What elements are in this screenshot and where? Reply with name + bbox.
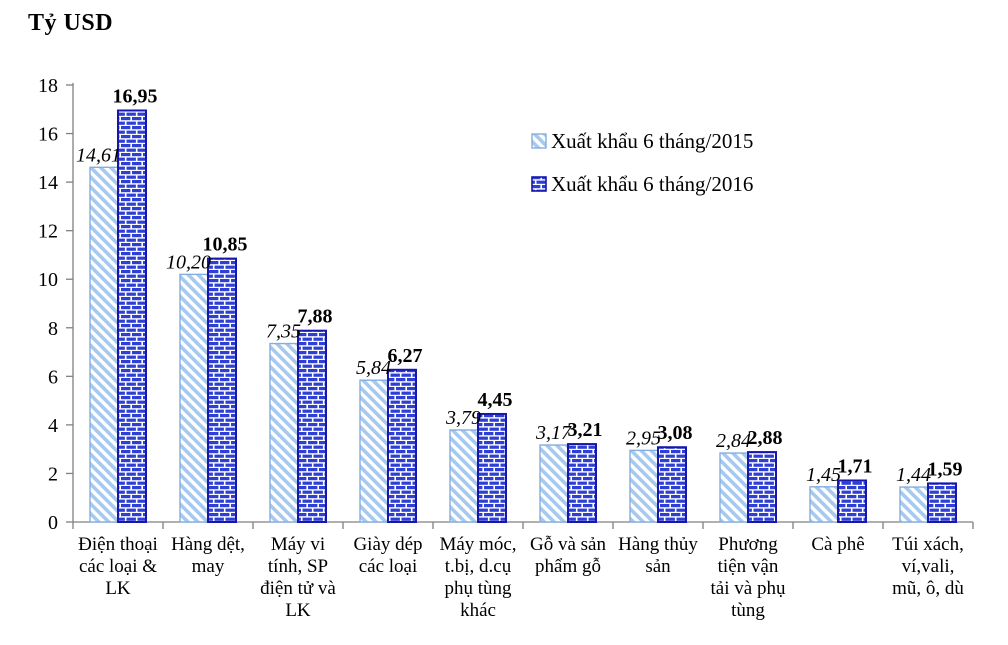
bar-2016-cat8 <box>837 479 867 523</box>
bar-2015-cat3 <box>359 379 389 523</box>
y-tick-label: 16 <box>38 124 58 146</box>
value-label-2015-cat4: 3,79 <box>445 407 481 429</box>
value-label-2016-cat3: 6,27 <box>388 345 423 367</box>
hatch-swatch-icon <box>531 133 547 149</box>
bar-2015-cat7 <box>719 452 749 523</box>
value-label-2015-cat1: 10,20 <box>166 251 211 273</box>
bar-2015-cat1 <box>179 273 209 523</box>
legend-item-2016: Xuất khẩu 6 tháng/2016 <box>531 171 753 197</box>
y-tick-label: 12 <box>38 221 58 243</box>
legend-label-2015: Xuất khẩu 6 tháng/2015 <box>551 129 754 153</box>
value-label-2016-cat7: 2,88 <box>748 427 783 449</box>
value-label-2015-cat6: 2,95 <box>626 427 661 449</box>
y-tick-label: 18 <box>38 75 58 97</box>
bar-2016-cat3 <box>387 368 417 523</box>
category-label-8: Cà phê <box>811 534 865 555</box>
y-tick-label: 4 <box>48 415 58 437</box>
legend-label-2016: Xuất khẩu 6 tháng/2016 <box>551 172 754 196</box>
bar-2016-cat0 <box>117 109 147 523</box>
value-label-2016-cat2: 7,88 <box>298 306 333 328</box>
y-tick-label: 8 <box>48 318 58 340</box>
category-label-6: Hàng thủy sản <box>618 534 698 577</box>
value-label-2015-cat9: 1,44 <box>896 464 931 486</box>
category-label-4: Máy móc, t.bị, d.cụ phụ tùng khác <box>439 534 517 621</box>
bar-2015-cat5 <box>539 444 569 523</box>
category-label-0: Điện thoại các loại & LK <box>78 534 158 599</box>
brick-swatch-icon <box>531 176 547 192</box>
bar-2016-cat7 <box>747 451 777 523</box>
y-tick-label: 10 <box>38 269 58 291</box>
value-label-2015-cat8: 1,45 <box>806 464 841 486</box>
legend: Xuất khẩu 6 tháng/2015 Xuất khẩu 6 tháng… <box>531 128 753 214</box>
category-label-1: Hàng dệt, may <box>171 534 245 577</box>
chart-title: Tỷ USD <box>28 10 114 36</box>
bar-2016-cat9 <box>927 482 957 524</box>
y-tick-label: 14 <box>38 172 58 194</box>
bar-2015-cat0 <box>89 166 119 523</box>
value-label-2015-cat0: 14,61 <box>76 144 121 166</box>
value-label-2015-cat7: 2,84 <box>716 430 751 452</box>
bar-2015-cat2 <box>269 342 299 523</box>
bar-2015-cat8 <box>809 486 839 523</box>
value-label-2016-cat0: 16,95 <box>113 85 158 107</box>
bar-2016-cat6 <box>657 446 687 524</box>
bar-2015-cat6 <box>629 449 659 523</box>
bar-2016-cat5 <box>567 443 597 523</box>
value-label-2016-cat8: 1,71 <box>838 455 873 477</box>
value-label-2016-cat4: 4,45 <box>478 389 513 411</box>
value-label-2016-cat1: 10,85 <box>203 234 248 256</box>
category-label-9: Túi xách, ví,vali, mũ, ô, dù <box>892 534 964 599</box>
category-label-7: Phương tiện vận tải và phụ tùng <box>710 534 786 621</box>
bar-2015-cat4 <box>449 429 479 523</box>
bar-2015-cat9 <box>899 486 929 523</box>
category-label-3: Giày dép các loại <box>353 534 423 577</box>
value-label-2015-cat3: 5,84 <box>356 357 391 379</box>
category-labels: Điện thoại các loại & LK Hàng dệt, may Máy… <box>0 534 1008 634</box>
value-label-2015-cat2: 7,35 <box>266 321 301 343</box>
bar-2016-cat4 <box>477 412 507 524</box>
category-label-2: Máy vi tính, SP điện tử và LK <box>260 534 336 621</box>
bar-2016-cat2 <box>297 329 327 523</box>
value-label-2016-cat6: 3,08 <box>658 422 693 444</box>
y-tick-label: 6 <box>48 366 58 388</box>
category-label-5: Gỗ và sản phẩm gỗ <box>530 534 606 577</box>
value-label-2016-cat5: 3,21 <box>568 419 603 441</box>
bar-2016-cat1 <box>207 257 237 523</box>
legend-item-2015: Xuất khẩu 6 tháng/2015 <box>531 128 753 154</box>
value-label-2016-cat9: 1,59 <box>928 458 963 480</box>
value-label-2015-cat5: 3,17 <box>535 422 572 444</box>
y-tick-label: 0 <box>48 512 58 534</box>
y-tick-label: 2 <box>48 463 58 485</box>
